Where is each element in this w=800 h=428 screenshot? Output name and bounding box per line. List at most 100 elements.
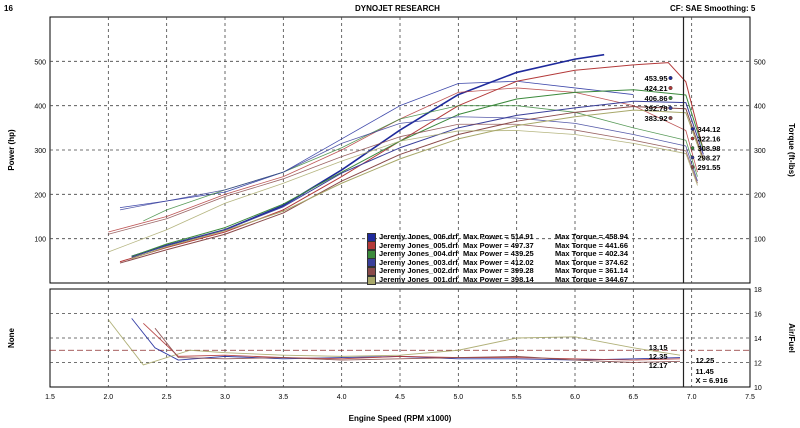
torque-curve-1: [119, 80, 634, 209]
power-y-tick-label: 200: [34, 192, 46, 199]
torque-y-tick-label: 500: [754, 59, 766, 66]
torque-y-tick-label: 400: [754, 104, 766, 111]
x-readout: X = 6.916: [696, 376, 728, 385]
torque-readout-marker: [690, 136, 695, 141]
settings-readout: CF: SAE Smoothing: 5: [670, 4, 756, 13]
torque-readout-label: 308.98: [698, 144, 721, 153]
units-value: 16: [4, 4, 13, 13]
torque-readout-label: 291.55: [698, 163, 721, 172]
power-y-tick-label: 300: [34, 148, 46, 155]
legend-max-torque: Max Torque = 344.67: [555, 275, 629, 284]
afr-readout-right: 12.25: [696, 356, 715, 365]
legend-max-torque: Max Torque = 361.14: [555, 266, 629, 276]
torque-curve-6: [108, 130, 698, 253]
legend-swatch: [367, 232, 376, 242]
afr-y-tick-label: 18: [754, 287, 762, 294]
power-readout-marker: [668, 75, 673, 80]
legend-item: Jeremy Jones_005.drf Max Power = 497.37 Ma…: [367, 241, 628, 251]
afr-curve-2: [143, 322, 681, 361]
legend-max-torque: Max Torque = 458.94: [555, 232, 629, 241]
afr-curve-4: [154, 327, 681, 363]
torque-curve-2: [108, 87, 698, 233]
x-tick-label: 1.5: [45, 394, 55, 401]
torque-y-tick-label: 100: [754, 237, 766, 244]
legend-item: Jeremy Jones_004.drf Max Power = 439.25 Ma…: [367, 249, 628, 259]
legend-item: Jeremy Jones_003.drf Max Power = 412.02 Ma…: [367, 258, 628, 268]
afr-y-tick-label: 10: [754, 385, 762, 392]
afr-y-tick-label: 16: [754, 312, 762, 319]
legend-max-power: Max Power = 439.25: [463, 249, 534, 259]
legend-run-name: Jeremy Jones_004.drf: [379, 249, 458, 259]
torque-readout-label: 344.12: [698, 125, 721, 134]
legend-swatch: [367, 241, 376, 251]
power-readout-marker: [668, 105, 673, 110]
torque-readout-label: 322.16: [698, 135, 721, 144]
legend-max-power: Max Power = 497.37: [463, 240, 534, 250]
legend-max-torque: Max Torque = 374.62: [555, 257, 629, 267]
power-readout-label: 392.78: [645, 104, 668, 113]
torque-readout-label: 298.27: [698, 154, 721, 163]
legend-swatch: [367, 258, 376, 268]
page-title: DYNOJET RESEARCH: [355, 4, 440, 13]
x-tick-label: 3.0: [220, 394, 230, 401]
torque-curve-4: [119, 116, 698, 211]
legend-run-name: Jeremy Jones_005.drf: [379, 240, 458, 250]
legend-max-power: Max Power = 398.14: [463, 275, 534, 284]
torque-y-tick-label: 200: [754, 192, 766, 199]
torque-readout-marker: [690, 127, 695, 131]
torque-readout-marker: [690, 165, 695, 169]
power-readout-label: 453.95: [645, 74, 668, 83]
afr-readout-left: 13.15: [649, 343, 668, 352]
torque-y-tick-label: 300: [754, 148, 766, 155]
power-y-tick-label: 100: [34, 237, 46, 244]
afr-left-axis-title: None: [7, 327, 16, 348]
torque-axis-title: Torque (ft-lbs): [787, 123, 796, 177]
legend-run-name: Jeremy Jones_001.drf: [379, 275, 458, 284]
power-y-tick-label: 500: [34, 59, 46, 66]
afr-y-tick-label: 12: [754, 361, 762, 368]
legend-item: Jeremy Jones_002.drf Max Power = 399.28 Ma…: [367, 266, 628, 276]
x-axis-title: Engine Speed (RPM x1000): [349, 414, 452, 423]
legend-run-name: Jeremy Jones_006.drf: [379, 232, 458, 241]
x-tick-label: 3.5: [278, 394, 288, 401]
x-tick-label: 7.0: [687, 394, 697, 401]
power-curve-5: [119, 106, 704, 264]
x-tick-label: 6.0: [570, 394, 580, 401]
x-tick-label: 2.5: [162, 394, 172, 401]
x-tick-label: 4.0: [337, 394, 347, 401]
x-tick-label: 7.5: [745, 394, 755, 401]
legend-max-power: Max Power = 514.91: [463, 232, 534, 241]
power-readout-marker: [668, 115, 673, 120]
power-readout-marker: [668, 85, 673, 90]
power-readout-label: 406.86: [645, 94, 668, 103]
afr-right-axis-title: Air/Fuel: [787, 323, 796, 353]
afr-readout-left: 12.35: [649, 352, 668, 361]
legend-max-torque: Max Torque = 402.34: [555, 249, 629, 259]
legend-swatch: [367, 249, 376, 259]
torque-curve-3: [143, 105, 698, 222]
torque-readout-marker: [690, 146, 695, 150]
afr-readout-right: 11.45: [696, 367, 714, 376]
afr-readout-left: 12.17: [649, 361, 668, 370]
x-tick-label: 4.5: [395, 394, 405, 401]
x-tick-label: 5.0: [453, 394, 463, 401]
power-readout-marker: [668, 95, 673, 100]
x-tick-label: 2.0: [103, 394, 113, 401]
legend-max-power: Max Power = 412.02: [463, 257, 534, 267]
legend-run-name: Jeremy Jones_003.drf: [379, 257, 458, 267]
legend-max-torque: Max Torque = 441.66: [555, 240, 629, 250]
x-tick-label: 5.5: [512, 394, 522, 401]
legend-item: Jeremy Jones_001.drf Max Power = 398.14 Ma…: [367, 275, 628, 285]
legend-swatch: [367, 275, 376, 285]
afr-y-tick-label: 14: [754, 336, 762, 343]
legend-swatch: [367, 266, 376, 276]
legend-item: Jeremy Jones_006.drf Max Power = 514.91 Ma…: [367, 232, 628, 242]
power-curve-4: [131, 100, 704, 258]
torque-readout-marker: [690, 155, 695, 160]
power-readout-label: 383.92: [645, 114, 668, 123]
afr-curve-1: [131, 318, 681, 361]
power-axis-title: Power (hp): [7, 129, 16, 171]
power-y-tick-label: 400: [34, 104, 46, 111]
x-tick-label: 6.5: [628, 394, 638, 401]
